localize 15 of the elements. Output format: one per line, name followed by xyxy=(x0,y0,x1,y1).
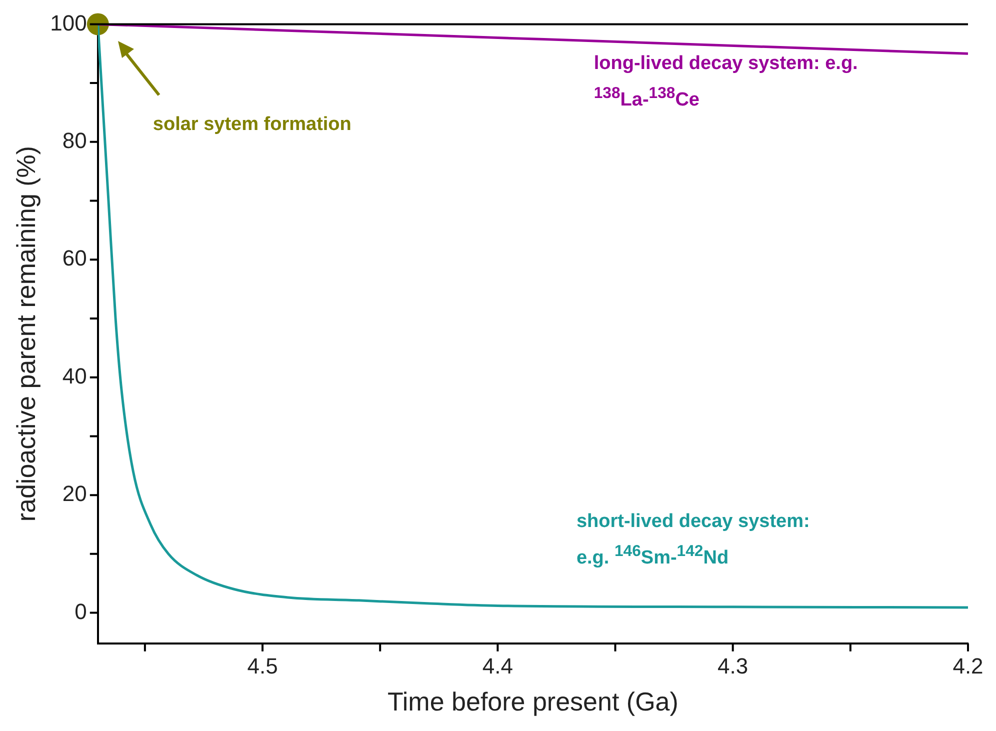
y-tick-label: 60 xyxy=(62,246,87,271)
x-tick-label: 4.4 xyxy=(482,654,513,679)
y-tick-label: 20 xyxy=(62,481,87,506)
y-tick-label: 100 xyxy=(50,10,87,36)
series-label: short-lived decay system: e.g. $^{146}$Sm-$^{142}$Nd xyxy=(576,510,811,570)
x-axis-title: Time before present (Ga) xyxy=(387,686,678,717)
y-tick-label: 80 xyxy=(62,128,87,153)
annotation: solar sytem formation xyxy=(152,114,352,136)
x-tick-label: 4.3 xyxy=(718,654,748,679)
x-tick-label: 4.5 xyxy=(247,654,278,679)
y-tick-label: 40 xyxy=(62,363,87,388)
y-tick-label: 0 xyxy=(74,598,87,624)
y-axis-title: radioactive parent remaining (%) xyxy=(10,146,41,522)
x-tick-label: 4.2 xyxy=(952,654,984,679)
series-label: long-lived decay system: e.g. $^{138}$La-$^{138}$Ce xyxy=(594,52,859,112)
